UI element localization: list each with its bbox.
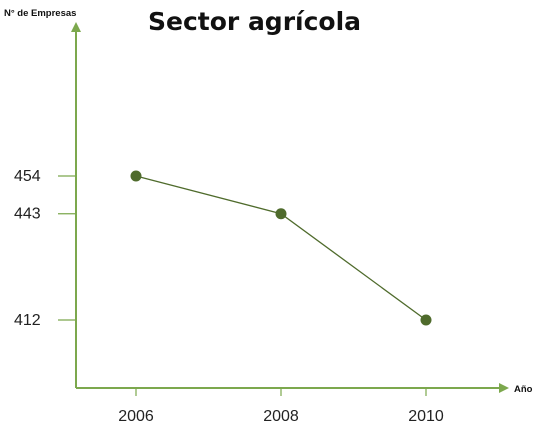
x-tick-label: 2010 <box>408 408 444 425</box>
x-axis-arrowhead <box>499 383 509 393</box>
y-axis-arrowhead <box>71 22 81 32</box>
series <box>130 170 432 326</box>
series-line <box>135 175 427 321</box>
y-tick-label: 443 <box>14 206 41 223</box>
y-axis-label: N° de Empresas <box>4 8 76 19</box>
data-point <box>275 208 287 220</box>
y-ticks: 454 443 412 <box>14 168 76 329</box>
y-tick-label: 412 <box>14 312 41 329</box>
x-tick-label: 2006 <box>118 408 154 425</box>
x-axis-label: Año <box>514 384 533 395</box>
chart-title: Sector agrícola <box>148 7 361 36</box>
chart-axes <box>71 22 509 393</box>
data-point <box>130 170 142 182</box>
y-tick-label: 454 <box>14 168 41 185</box>
x-tick-label: 2008 <box>263 408 299 425</box>
x-ticks: 2006 2008 2010 <box>118 388 444 425</box>
data-point <box>420 314 432 326</box>
